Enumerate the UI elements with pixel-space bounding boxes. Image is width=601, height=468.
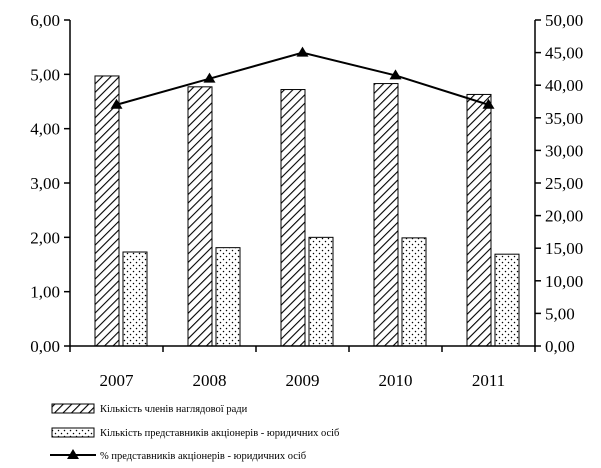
legend-label: % представників акціонерів - юридичних о… bbox=[100, 451, 306, 462]
right-tick-label: 5,00 bbox=[545, 304, 575, 323]
left-tick-label: 1,00 bbox=[30, 283, 60, 302]
left-tick-label: 2,00 bbox=[30, 228, 60, 247]
right-tick-label: 25,00 bbox=[545, 174, 583, 193]
right-tick-label: 10,00 bbox=[545, 272, 583, 291]
right-tick-label: 35,00 bbox=[545, 109, 583, 128]
right-tick-label: 20,00 bbox=[545, 207, 583, 226]
bar-dotted-2007 bbox=[122, 251, 148, 347]
left-tick-label: 5,00 bbox=[30, 65, 60, 84]
bar-dotted-2011 bbox=[494, 253, 520, 347]
right-tick-label: 0,00 bbox=[545, 337, 575, 356]
bar-dotted-2009 bbox=[308, 236, 334, 347]
bar-hatched-2009 bbox=[280, 89, 306, 347]
bars-layer bbox=[94, 75, 520, 347]
bar-hatched-2007 bbox=[94, 75, 120, 347]
line-point-2007 bbox=[110, 98, 123, 109]
bar-hatched-2008 bbox=[187, 86, 213, 347]
x-tick-label-2011: 2011 bbox=[472, 371, 505, 390]
axes-layer: 0,00 1,00 2,00 3,00 4,00 5,00 6,00 0,00 5,00 10,0… bbox=[30, 11, 583, 390]
line-layer bbox=[110, 46, 495, 109]
left-tick-label: 0,00 bbox=[30, 337, 60, 356]
x-tick-label-2007: 2007 bbox=[100, 371, 135, 390]
x-tick-label-2010: 2010 bbox=[379, 371, 413, 390]
left-tick-label: 6,00 bbox=[30, 11, 60, 30]
legend: Кількість членів наглядової ради Кількіст… bbox=[50, 403, 339, 462]
bar-hatched-2011 bbox=[466, 93, 492, 347]
legend-label: Кількість членів наглядової ради bbox=[100, 404, 248, 415]
right-tick-label: 45,00 bbox=[545, 44, 583, 63]
left-tick-label: 4,00 bbox=[30, 120, 60, 139]
right-tick-label: 40,00 bbox=[545, 76, 583, 95]
bar-hatched-2010 bbox=[373, 83, 399, 347]
line-point-2009 bbox=[296, 46, 309, 57]
legend-label: Кількість представників акціонерів - юри… bbox=[100, 428, 339, 439]
legend-swatch-hatched bbox=[51, 403, 95, 414]
bar-dotted-2008 bbox=[215, 247, 241, 347]
left-tick-label: 3,00 bbox=[30, 174, 60, 193]
right-tick-label: 30,00 bbox=[545, 141, 583, 160]
line-point-2008 bbox=[203, 72, 216, 83]
legend-swatch-dotted bbox=[51, 427, 95, 438]
legend-triangle-marker bbox=[67, 449, 79, 459]
x-tick-label-2008: 2008 bbox=[193, 371, 227, 390]
right-tick-label: 50,00 bbox=[545, 11, 583, 30]
bar-dotted-2010 bbox=[401, 237, 427, 347]
right-tick-label: 15,00 bbox=[545, 239, 583, 258]
line-point-2011 bbox=[482, 98, 495, 109]
line-point-2010 bbox=[389, 69, 402, 80]
x-tick-label-2009: 2009 bbox=[286, 371, 320, 390]
